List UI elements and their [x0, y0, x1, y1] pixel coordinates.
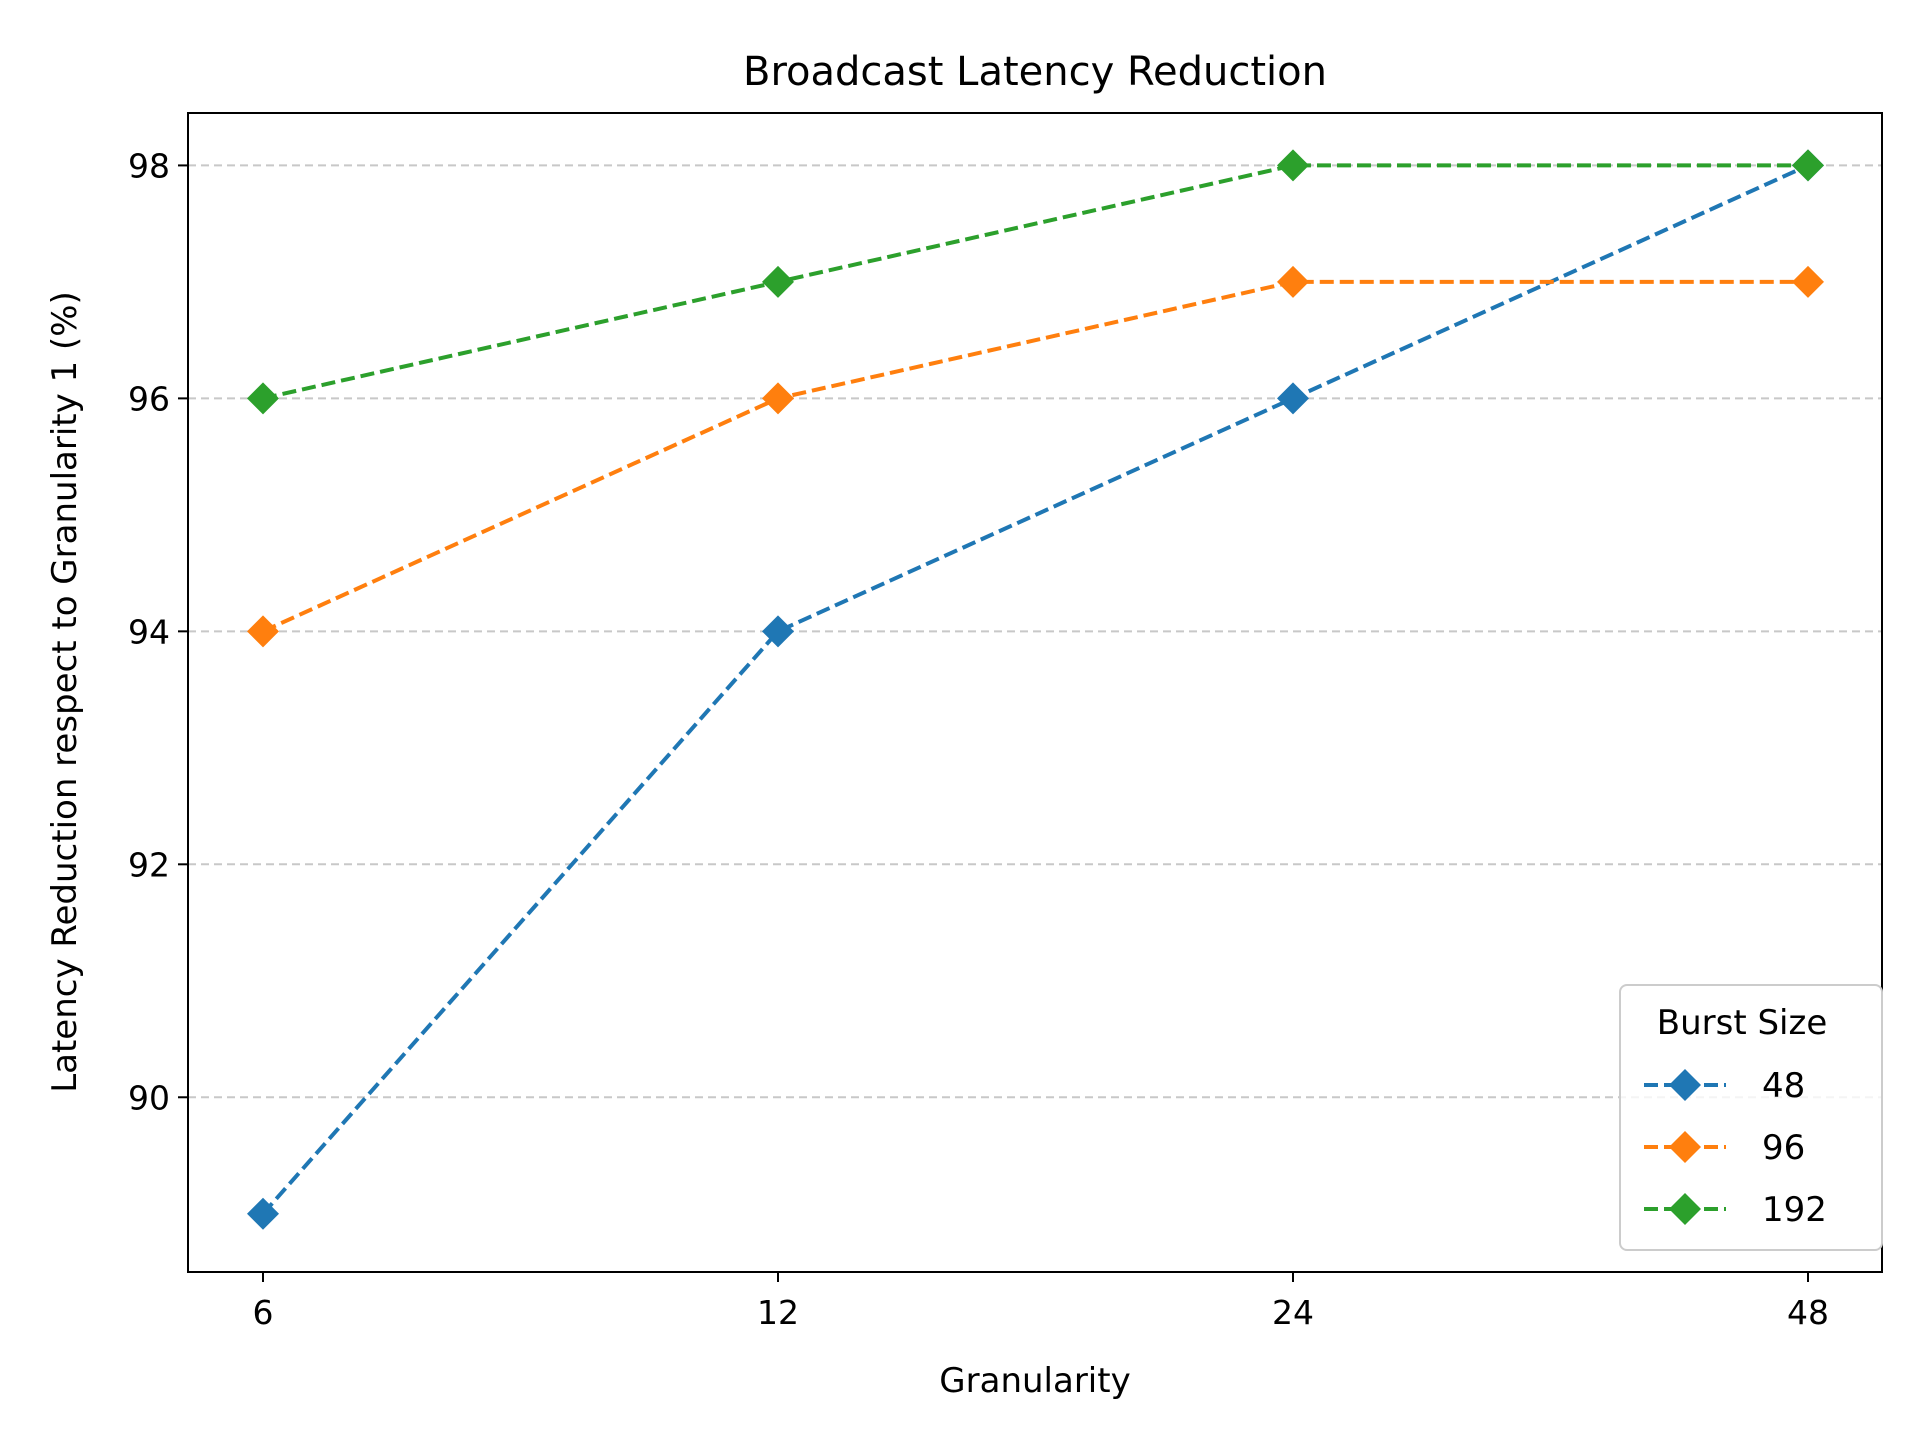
legend-entry-192: 192	[1644, 1190, 1827, 1230]
data-point	[1277, 149, 1309, 182]
legend-entry-96: 96	[1644, 1128, 1805, 1168]
legend-marker	[1669, 1069, 1701, 1101]
data-point	[1792, 149, 1824, 182]
data-point	[762, 265, 794, 298]
legend-title: Burst Size	[1657, 1003, 1828, 1043]
y-tick-label: 90	[128, 1078, 170, 1117]
data-point	[1792, 265, 1824, 298]
data-point	[247, 615, 279, 648]
legend-label: 192	[1762, 1190, 1827, 1230]
data-point	[1277, 265, 1309, 298]
x-tick-label: 48	[1787, 1293, 1829, 1332]
y-tick-label: 96	[128, 379, 170, 418]
plot-area-frame	[187, 112, 1883, 1273]
legend-marker	[1669, 1193, 1701, 1225]
series-line	[262, 279, 1808, 634]
legend: Burst Size 48 96 192	[1619, 984, 1883, 1251]
x-axis-label: Granularity	[939, 1361, 1130, 1401]
x-tick-label: 6	[253, 1293, 274, 1332]
y-tick-label: 94	[128, 612, 170, 651]
x-axis: 6 12 24 48	[253, 1272, 1829, 1332]
y-tick-label: 98	[128, 146, 170, 185]
data-point	[762, 382, 794, 415]
series-layer	[247, 149, 1824, 1230]
series-96	[247, 265, 1824, 648]
legend-marker	[1669, 1131, 1701, 1163]
data-point	[762, 615, 794, 648]
series-line	[262, 163, 1808, 401]
legend-label: 96	[1762, 1128, 1805, 1168]
x-tick-label: 24	[1272, 1293, 1314, 1332]
series-192	[247, 149, 1824, 415]
legend-entries: 48 96 192	[1644, 1066, 1827, 1230]
data-point	[1277, 382, 1309, 415]
y-axis: 90 92 94 96 98	[128, 146, 188, 1117]
y-axis-label: Latency Reduction respect to Granularity…	[45, 291, 85, 1093]
legend-entry-48: 48	[1644, 1066, 1805, 1106]
chart-title: Broadcast Latency Reduction	[743, 49, 1327, 95]
legend-box	[1619, 984, 1883, 1251]
data-point	[247, 382, 279, 415]
legend-label: 48	[1762, 1066, 1805, 1106]
y-tick-label: 92	[128, 845, 170, 884]
x-tick-label: 12	[757, 1293, 799, 1332]
data-point	[247, 1197, 279, 1230]
